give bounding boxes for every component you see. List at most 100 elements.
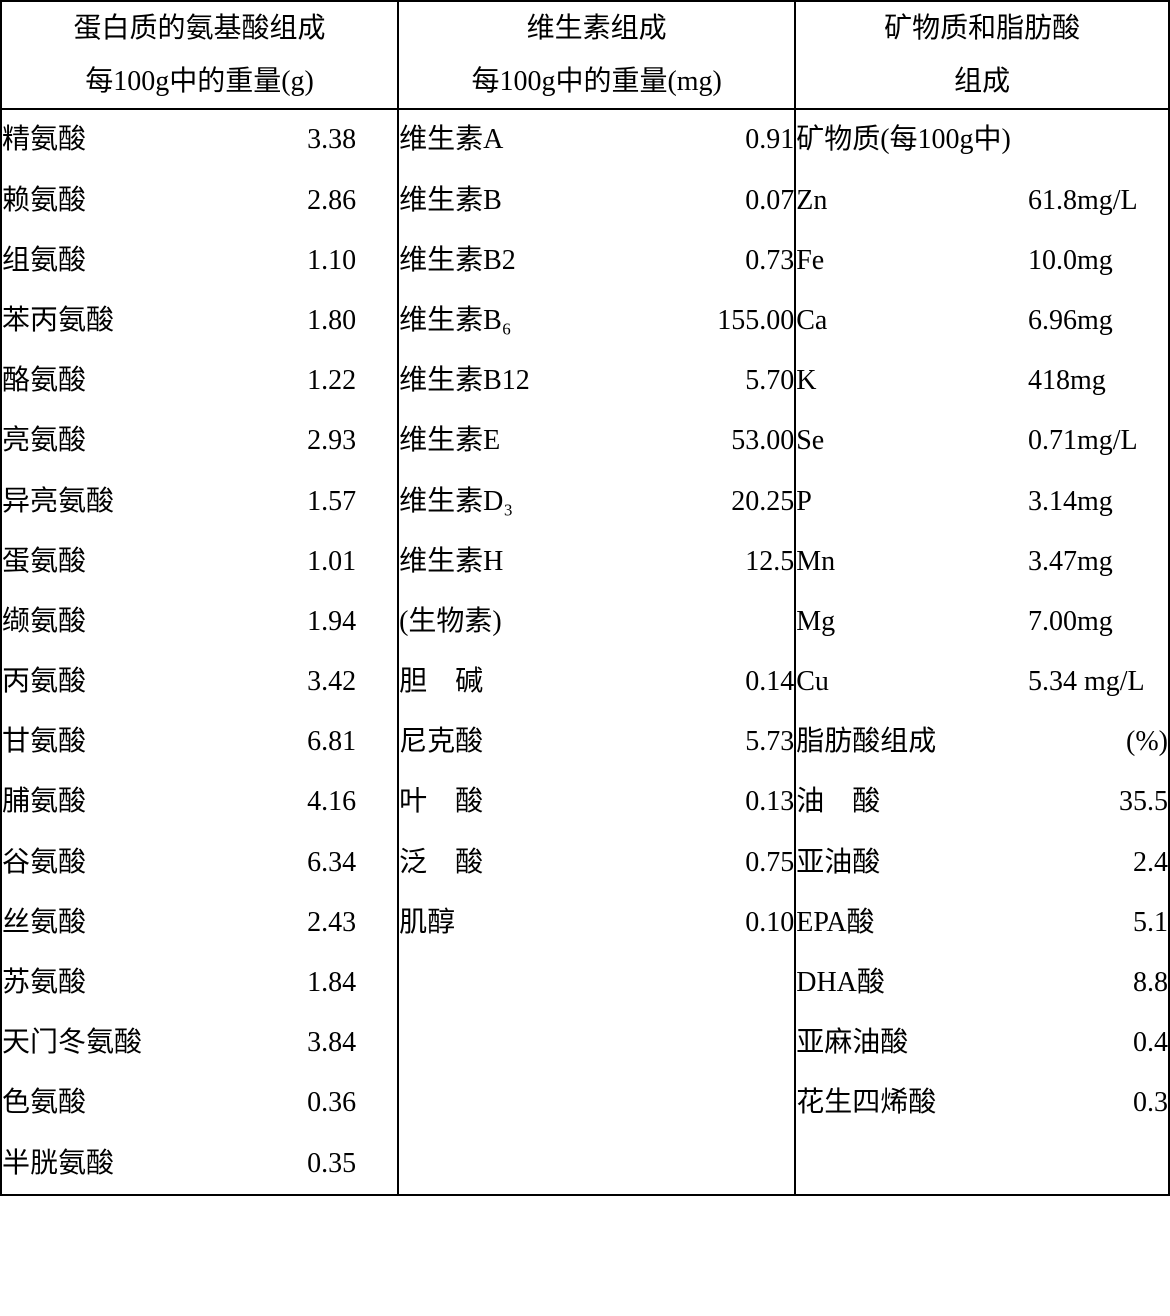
amino-value: 3.42 bbox=[307, 652, 397, 712]
vitamin-row: 维生素D₃20.25 bbox=[399, 472, 794, 532]
mineral-fatty-column: 矿物质(每100g中)Zn61.8mg/LFe10.0mgCa6.96mgK41… bbox=[795, 109, 1169, 1194]
amino-label: 甘氨酸 bbox=[2, 712, 86, 772]
vitamin-row: 维生素A0.91 bbox=[399, 110, 794, 170]
header-vitamin: 维生素组成 每100g中的重量(mg) bbox=[398, 1, 795, 109]
fatty-section-unit: (%) bbox=[1078, 712, 1168, 772]
amino-value: 1.10 bbox=[307, 231, 397, 291]
mineral-value: 7.00mg bbox=[1018, 592, 1168, 652]
fatty-value: 35.5 bbox=[1078, 772, 1168, 832]
mineral-row: Ca 6.96mg bbox=[796, 291, 1168, 351]
header-mineral-line1: 矿物质和脂肪酸 bbox=[796, 2, 1168, 55]
vitamin-value: 0.75 bbox=[674, 833, 794, 893]
vitamin-label: 泛 酸 bbox=[399, 833, 483, 893]
fatty-label: 花生四烯酸 bbox=[796, 1073, 936, 1133]
fatty-row: DHA酸8.8 bbox=[796, 953, 1168, 1013]
amino-label: 缬氨酸 bbox=[2, 592, 86, 652]
amino-label: 苯丙氨酸 bbox=[2, 291, 114, 351]
vitamin-row bbox=[399, 1134, 794, 1194]
vitamin-value: 53.00 bbox=[674, 411, 794, 471]
mineral-value: 5.34 mg/L bbox=[1018, 652, 1168, 712]
amino-label: 组氨酸 bbox=[2, 231, 86, 291]
mineral-row: K418mg bbox=[796, 351, 1168, 411]
vitamin-label: (生物素) bbox=[399, 592, 502, 652]
amino-label: 蛋氨酸 bbox=[2, 532, 86, 592]
amino-value: 1.94 bbox=[307, 592, 397, 652]
amino-row: 缬氨酸 1.94 bbox=[2, 592, 397, 652]
amino-value: 1.22 bbox=[307, 351, 397, 411]
fatty-section-header: 脂肪酸组成 (%) bbox=[796, 712, 1168, 772]
vitamin-value: 5.70 bbox=[674, 351, 794, 411]
mineral-row: Mn 3.47mg bbox=[796, 532, 1168, 592]
amino-label: 脯氨酸 bbox=[2, 772, 86, 832]
vitamin-value: 0.73 bbox=[674, 231, 794, 291]
amino-value: 0.35 bbox=[307, 1134, 397, 1194]
amino-row: 谷氨酸 6.34 bbox=[2, 833, 397, 893]
amino-row: 苏氨酸1.84 bbox=[2, 953, 397, 1013]
mineral-label: Mn bbox=[796, 532, 835, 592]
amino-row: 丝氨酸2.43 bbox=[2, 893, 397, 953]
amino-row: 蛋氨酸1.01 bbox=[2, 532, 397, 592]
amino-label: 苏氨酸 bbox=[2, 953, 86, 1013]
amino-value: 6.34 bbox=[307, 833, 397, 893]
mineral-label: Fe bbox=[796, 231, 824, 291]
vitamin-label: 维生素B bbox=[399, 171, 502, 231]
vitamin-row bbox=[399, 1013, 794, 1073]
amino-row: 半胱氨酸0.35 bbox=[2, 1134, 397, 1194]
mineral-row: Zn61.8mg/L bbox=[796, 171, 1168, 231]
amino-row: 甘氨酸6.81 bbox=[2, 712, 397, 772]
amino-label: 赖氨酸 bbox=[2, 171, 86, 231]
amino-row: 色氨酸0.36 bbox=[2, 1073, 397, 1133]
mineral-row: P 3.14mg bbox=[796, 472, 1168, 532]
mineral-label: Mg bbox=[796, 592, 835, 652]
mineral-value: 3.47mg bbox=[1018, 532, 1168, 592]
vitamin-label: 叶 酸 bbox=[399, 772, 483, 832]
vitamin-label: 维生素E bbox=[399, 411, 500, 471]
amino-value: 2.86 bbox=[307, 171, 397, 231]
fatty-row: 亚油酸 2.4 bbox=[796, 833, 1168, 893]
amino-label: 异亮氨酸 bbox=[2, 472, 114, 532]
amino-label: 丙氨酸 bbox=[2, 652, 86, 712]
mineral-value: 6.96mg bbox=[1018, 291, 1168, 351]
header-amino-line1: 蛋白质的氨基酸组成 bbox=[2, 2, 397, 55]
vitamin-row: 泛 酸 0.75 bbox=[399, 833, 794, 893]
vitamin-label: 尼克酸 bbox=[399, 712, 483, 772]
amino-row: 苯丙氨酸 1.80 bbox=[2, 291, 397, 351]
amino-row: 组氨酸 1.10 bbox=[2, 231, 397, 291]
amino-row: 赖氨酸 2.86 bbox=[2, 171, 397, 231]
fatty-section-label: 脂肪酸组成 bbox=[796, 712, 936, 772]
amino-label: 谷氨酸 bbox=[2, 833, 86, 893]
mineral-label: Ca bbox=[796, 291, 827, 351]
minerals-section-label: 矿物质(每100g中) bbox=[796, 110, 1011, 170]
vitamin-value: 0.91 bbox=[674, 110, 794, 170]
vitamin-column: 维生素A0.91维生素B0.07维生素B20.73维生素B₆155.00维生素B… bbox=[398, 109, 795, 1194]
amino-label: 酪氨酸 bbox=[2, 351, 86, 411]
amino-row: 丙氨酸 3.42 bbox=[2, 652, 397, 712]
fatty-row: 花生四烯酸0.3 bbox=[796, 1073, 1168, 1133]
fatty-label: 亚麻油酸 bbox=[796, 1013, 908, 1073]
header-vitamin-line1: 维生素组成 bbox=[399, 2, 794, 55]
fatty-row: 亚麻油酸0.4 bbox=[796, 1013, 1168, 1073]
header-amino: 蛋白质的氨基酸组成 每100g中的重量(g) bbox=[1, 1, 398, 109]
amino-row: 天门冬氨酸3.84 bbox=[2, 1013, 397, 1073]
vitamin-row: 维生素B20.73 bbox=[399, 231, 794, 291]
mineral-value: 3.14mg bbox=[1018, 472, 1168, 532]
amino-value: 1.80 bbox=[307, 291, 397, 351]
header-amino-line2: 每100g中的重量(g) bbox=[2, 55, 397, 108]
blank-row bbox=[796, 1134, 1168, 1194]
fatty-row: 油 酸35.5 bbox=[796, 772, 1168, 832]
vitamin-row: (生物素) bbox=[399, 592, 794, 652]
mineral-value: 418mg bbox=[1018, 351, 1168, 411]
vitamin-label: 胆 碱 bbox=[399, 652, 483, 712]
mineral-row: Mg 7.00mg bbox=[796, 592, 1168, 652]
amino-label: 天门冬氨酸 bbox=[2, 1013, 142, 1073]
fatty-value: 2.4 bbox=[1078, 833, 1168, 893]
fatty-row: EPA酸5.1 bbox=[796, 893, 1168, 953]
vitamin-row: 维生素B₆155.00 bbox=[399, 291, 794, 351]
vitamin-value: 5.73 bbox=[674, 712, 794, 772]
vitamin-row: 肌醇0.10 bbox=[399, 893, 794, 953]
mineral-label: P bbox=[796, 472, 812, 532]
vitamin-label: 维生素B₆ bbox=[399, 291, 511, 351]
mineral-row: Se0.71mg/L bbox=[796, 411, 1168, 471]
amino-label: 色氨酸 bbox=[2, 1073, 86, 1133]
fatty-label: 亚油酸 bbox=[796, 833, 880, 893]
